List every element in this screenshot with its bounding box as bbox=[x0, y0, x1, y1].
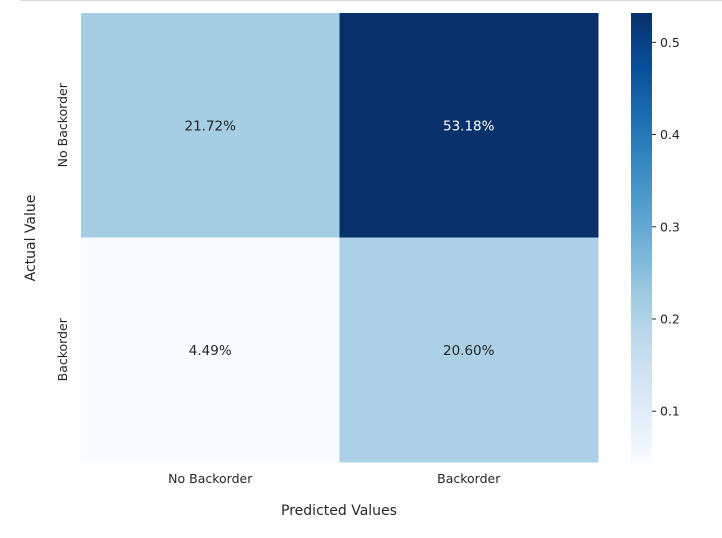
y-axis-label: Actual Value bbox=[23, 195, 39, 282]
cell-value-label: 21.72% bbox=[185, 118, 237, 134]
y-tick-label: No Backorder bbox=[55, 82, 70, 167]
x-axis-label: Predicted Values bbox=[281, 503, 397, 519]
cell-value-label: 20.60% bbox=[443, 343, 495, 359]
cell-value-label: 53.18% bbox=[443, 118, 495, 134]
colorbar bbox=[631, 13, 652, 462]
heatmap-cell bbox=[81, 13, 340, 238]
y-tick-label: Backorder bbox=[55, 317, 70, 381]
x-tick-labels: No Backorder Backorder bbox=[168, 471, 501, 486]
heatmap-cell bbox=[339, 237, 599, 463]
cell-labels: 21.72% 53.18% 4.49% 20.60% bbox=[185, 118, 495, 359]
y-tick-labels: No Backorder Backorder bbox=[55, 82, 70, 381]
x-tick-label: Backorder bbox=[437, 471, 501, 486]
colorbar-tick-label: 0.4 bbox=[660, 127, 680, 142]
cell-value-label: 4.49% bbox=[189, 343, 232, 359]
colorbar-tick-label: 0.5 bbox=[660, 35, 680, 50]
colorbar-tick-label: 0.1 bbox=[660, 404, 680, 419]
colorbar-tick-label: 0.3 bbox=[660, 219, 680, 234]
heatmap-cell bbox=[81, 237, 340, 463]
x-tick-label: No Backorder bbox=[168, 471, 253, 486]
colorbar-ticks: 0.1 0.2 0.3 0.4 0.5 bbox=[652, 35, 680, 419]
colorbar-tick-label: 0.2 bbox=[660, 311, 680, 326]
heatmap-cell bbox=[339, 13, 599, 238]
heatmap-cells bbox=[81, 13, 599, 463]
